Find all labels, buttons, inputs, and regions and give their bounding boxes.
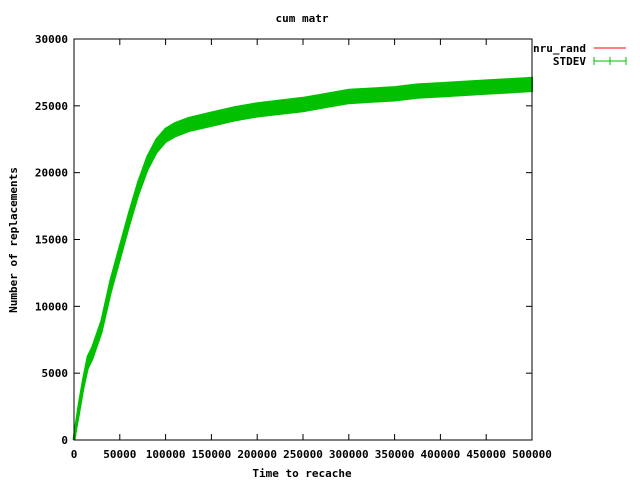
x-tick-label: 250000 <box>283 448 323 461</box>
x-tick-label: 350000 <box>375 448 415 461</box>
axis-ticks: 0 50000 100000 150000 200000 250000 300000 3500… <box>35 33 552 461</box>
x-tick-label: 300000 <box>329 448 369 461</box>
x-tick-label: 500000 <box>512 448 552 461</box>
x-tick-label: 150000 <box>192 448 232 461</box>
stdev-error-band <box>73 76 533 441</box>
y-tick-label: 10000 <box>35 300 68 313</box>
y-tick-label: 15000 <box>35 234 68 247</box>
x-tick-label: 50000 <box>103 448 136 461</box>
y-tick-label: 20000 <box>35 167 68 180</box>
x-tick-label: 200000 <box>237 448 277 461</box>
y-axis-label: Number of replacements <box>7 167 20 313</box>
y-tick-label: 30000 <box>35 33 68 46</box>
y-tick-label: 25000 <box>35 100 68 113</box>
x-tick-label: 450000 <box>466 448 506 461</box>
stdev-center-line <box>72 82 533 441</box>
x-tick-label: 400000 <box>421 448 461 461</box>
y-tick-label: 5000 <box>42 367 69 380</box>
plot-area <box>72 76 533 441</box>
legend-label-nru-rand: nru_rand <box>533 42 586 55</box>
x-tick-label: 0 <box>71 448 78 461</box>
x-axis-label: Time to recache <box>252 467 352 480</box>
x-tick-label: 100000 <box>146 448 186 461</box>
nru-rand-line <box>73 83 533 441</box>
y-tick-label: 0 <box>61 434 68 447</box>
chart-title: cum matr <box>276 12 329 25</box>
legend-label-stdev: STDEV <box>553 55 586 68</box>
